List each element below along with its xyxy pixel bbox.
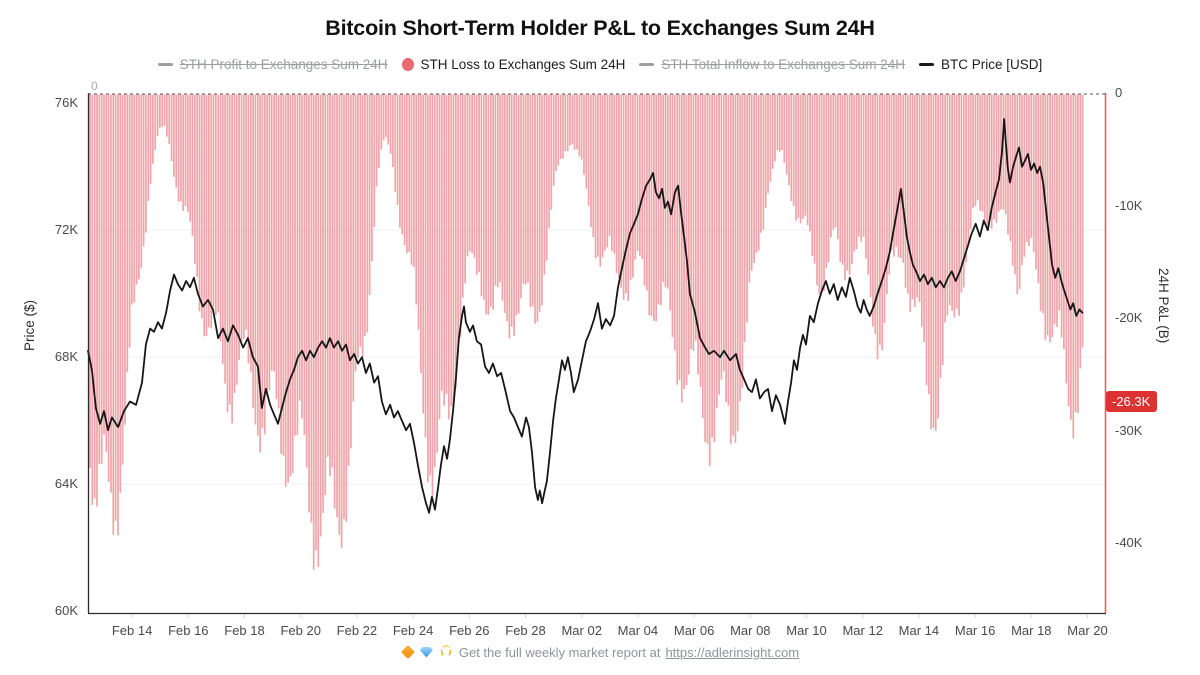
x-axis-tick-label: Feb 18: [224, 623, 265, 638]
x-axis-tick-label: Mar 12: [842, 623, 883, 638]
legend-label: STH Loss to Exchanges Sum 24H: [420, 57, 626, 72]
right-axis-tick-label: -40K: [1115, 535, 1143, 550]
left-axis-title: Price ($): [22, 300, 37, 352]
x-axis-tick-label: Mar 16: [954, 623, 996, 638]
y-axis-tick-label: 68K: [54, 349, 78, 365]
chart-title: Bitcoin Short-Term Holder P&L to Exchang…: [325, 16, 875, 40]
right-axis-title: 24H P&L (B): [1156, 268, 1171, 344]
x-axis-tick-label: Mar 04: [617, 623, 659, 638]
x-axis-tick-label: Feb 28: [505, 623, 546, 638]
orange-diamond-icon: [400, 644, 415, 660]
x-axis-tick-label: Mar 18: [1011, 623, 1052, 638]
x-axis-tick-label: Feb 16: [168, 623, 209, 638]
circle-marker-icon: [401, 58, 414, 71]
y-axis-tick-label: 60K: [54, 603, 78, 619]
x-axis-tick-label: Mar 20: [1067, 623, 1108, 638]
x-axis-tick-label: Feb 24: [392, 623, 434, 638]
x-axis-tick-label: Mar 14: [898, 623, 940, 638]
top-left-zero-label: 0: [91, 79, 98, 93]
x-axis-tick-label: Mar 08: [730, 623, 771, 638]
footer-link[interactable]: https://adlerinsight.com: [665, 644, 800, 660]
x-axis-tick-label: Mar 10: [786, 623, 827, 638]
right-axis-tick-label: -30K: [1115, 422, 1143, 438]
legend-label: BTC Price [USD]: [941, 57, 1043, 72]
last-value-badge: -26.3K: [1106, 391, 1158, 412]
raising-hands-icon: [438, 644, 454, 660]
legend-label: STH Profit to Exchanges Sum 24H: [179, 57, 388, 72]
x-axis-tick-label: Mar 06: [673, 623, 715, 638]
gem-icon: [419, 646, 433, 658]
dash-marker-icon: [157, 63, 173, 66]
x-axis-tick-label: Mar 02: [561, 623, 602, 638]
x-axis-tick-label: Feb 22: [336, 623, 378, 638]
x-axis-tick-label: Feb 14: [111, 623, 153, 638]
y-axis-tick-label: 64K: [54, 476, 78, 492]
legend-item-sth-loss[interactable]: STH Loss to Exchanges Sum 24H: [401, 57, 626, 72]
right-axis-tick-label: -20K: [1115, 310, 1143, 325]
right-axis-tick-label: 0: [1115, 85, 1123, 100]
footer-text: Get the full weekly market report at: [458, 644, 661, 660]
legend-label: STH Total Inflow to Exchanges Sum 24H: [661, 57, 906, 72]
footer: Get the full weekly market report at htt…: [0, 644, 1200, 660]
y-axis-tick-label: 72K: [54, 222, 78, 238]
x-axis-tick-label: Feb 26: [449, 623, 490, 638]
legend-item-btc-price[interactable]: BTC Price [USD]: [919, 57, 1042, 72]
legend-item-sth-total-inflow[interactable]: STH Total Inflow to Exchanges Sum 24H: [639, 57, 905, 72]
y-axis-tick-label: 76K: [54, 95, 78, 111]
right-axis-tick-label: -10K: [1115, 197, 1143, 213]
x-axis-tick-label: Feb 20: [280, 623, 321, 638]
chart-legend: STH Profit to Exchanges Sum 24H STH Loss…: [0, 57, 1200, 72]
legend-item-sth-profit[interactable]: STH Profit to Exchanges Sum 24H: [157, 57, 388, 72]
dash-marker-icon: [919, 63, 935, 66]
dash-marker-icon: [639, 63, 655, 66]
